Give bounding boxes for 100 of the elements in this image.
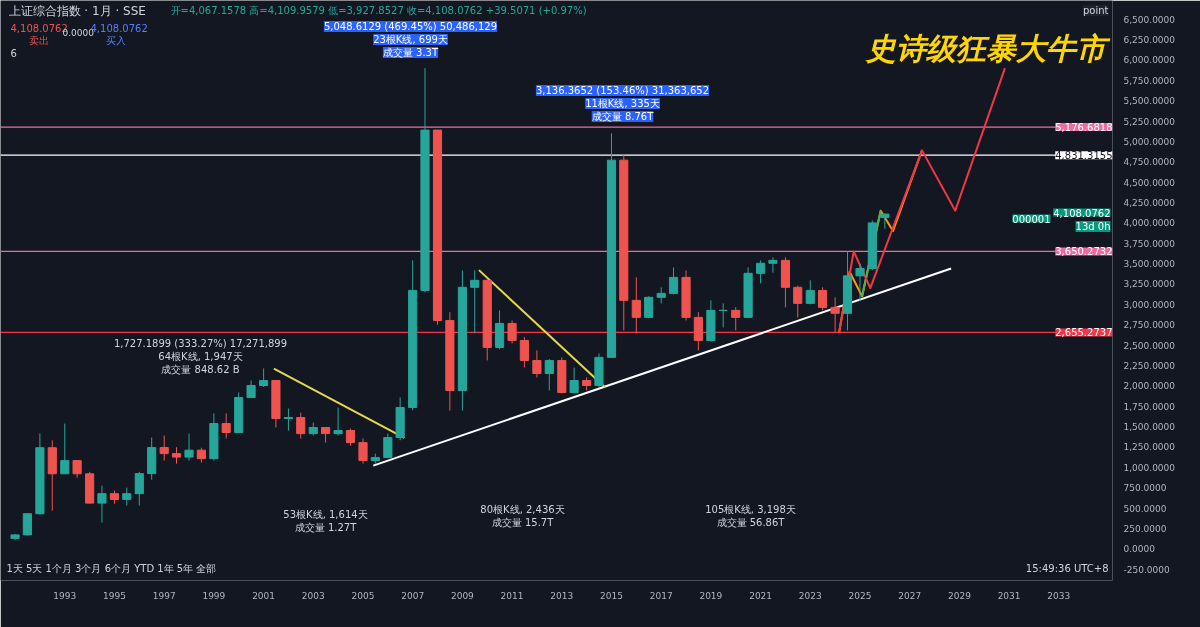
candlestick	[631, 276, 641, 334]
annotation: 6	[10, 47, 17, 59]
annotation: 000001	[1012, 213, 1051, 225]
annotation: 成交量 15.7T	[491, 517, 555, 528]
annotation: 105根K线, 3,198天	[705, 504, 796, 515]
x-tick-label: 2033	[1047, 590, 1071, 601]
x-tick-label: 2023	[798, 590, 822, 601]
annotation: 3,136.3652 (153.46%) 31,363,652	[535, 85, 710, 96]
candlestick	[731, 306, 741, 331]
y-tick-label: 6,500.0000	[1123, 14, 1176, 25]
y-axis-title: point	[1083, 5, 1109, 16]
y-tick-label: -250.0000	[1123, 564, 1170, 575]
y-tick-label: 3,000.0000	[1123, 299, 1176, 310]
x-tick-label: 2019	[699, 590, 723, 601]
x-tick-label: 2013	[550, 590, 574, 601]
candlestick	[532, 349, 542, 378]
candlestick	[756, 259, 766, 284]
annotation: 1,727.1899 (333.27%) 17,271,899	[113, 338, 288, 349]
ref-line-label: 4,831.3155	[1055, 150, 1113, 162]
candlestick	[159, 435, 169, 462]
x-tick-label: 2001	[252, 590, 276, 601]
ref-line-label: 2,655.2737	[1055, 327, 1113, 339]
y-tick-label: 3,250.0000	[1123, 279, 1176, 290]
y-tick-label: 750.0000	[1123, 483, 1167, 494]
x-tick-label: 2005	[351, 590, 375, 601]
ref-line-label: 3,650.2732	[1055, 246, 1113, 258]
x-tick-label: 1995	[103, 590, 126, 601]
candlestick	[668, 266, 679, 296]
x-tick-label: 2027	[898, 590, 922, 601]
annotation: 成交量 56.86T	[716, 517, 786, 528]
candlestick	[221, 413, 231, 440]
candlestick	[855, 263, 865, 302]
x-tick-label: 1999	[202, 590, 226, 601]
annotation: 1天 5天 1个月 3个月 6个月 YTD 1年 5年 全部	[6, 563, 217, 574]
annotation: 15:49:36 UTC+8	[1025, 563, 1109, 574]
y-tick-label: 250.0000	[1123, 523, 1167, 534]
y-tick-label: 4,750.0000	[1123, 157, 1176, 168]
y-tick-label: 4,500.0000	[1123, 177, 1176, 188]
x-tick-label: 2021	[749, 590, 773, 601]
x-tick-label: 2003	[301, 590, 325, 601]
candlestick	[259, 367, 269, 388]
candlestick	[184, 433, 194, 462]
ref-line-label: 5,176.6818	[1055, 122, 1113, 134]
y-tick-label: 5,500.0000	[1123, 96, 1176, 107]
y-tick-label: 2,000.0000	[1123, 381, 1176, 392]
y-tick-label: 1,000.0000	[1123, 462, 1176, 473]
chart-subtitle: 开=4,067.1578 高=4,109.9579 低=3,927.8527 收=4,108.0762 +39.5071 (+0.97%)	[170, 5, 587, 16]
y-tick-label: 2,250.0000	[1123, 360, 1176, 371]
y-tick-label: 6,250.0000	[1123, 35, 1176, 46]
candlestick	[333, 406, 343, 436]
annotation: 23根K线, 699天	[373, 34, 448, 45]
y-tick-label: 6,000.0000	[1123, 55, 1176, 66]
y-tick-label: 1,750.0000	[1123, 401, 1176, 412]
candlestick	[296, 412, 306, 440]
candlestick	[830, 296, 840, 333]
candlestick	[507, 319, 517, 344]
candlestick	[569, 366, 579, 394]
y-tick-label: 4,250.0000	[1123, 198, 1176, 209]
chart-title: 上证综合指数 · 1月 · SSE	[8, 3, 146, 18]
candlestick	[805, 279, 815, 305]
x-tick-label: 2031	[997, 590, 1021, 601]
y-tick-label: 500.0000	[1123, 503, 1167, 514]
y-tick-label: 4,000.0000	[1123, 218, 1176, 229]
annotation: 11根K线, 335天	[585, 98, 660, 109]
x-tick-label: 1997	[152, 590, 176, 601]
candlestick	[519, 336, 529, 368]
candlestick	[22, 513, 32, 537]
annotation: 4,108.0762	[1053, 207, 1111, 219]
y-tick-label: 5,000.0000	[1123, 136, 1176, 147]
candlestick	[60, 423, 70, 475]
candlestick	[134, 471, 144, 507]
y-tick-label: 3,500.0000	[1123, 259, 1176, 270]
y-tick-label: 3,750.0000	[1123, 238, 1176, 249]
candlestick	[768, 256, 778, 274]
candlestick	[544, 358, 554, 392]
y-tick-label: 1,500.0000	[1123, 422, 1176, 433]
candlestick	[470, 269, 480, 334]
candlestick	[122, 487, 132, 507]
x-tick-label: 2011	[500, 590, 524, 601]
annotation: 成交量 3.3T	[382, 47, 439, 58]
y-tick-label: 2,500.0000	[1123, 340, 1176, 351]
annotation: 5,048.6129 (469.45%) 50,486,129	[323, 21, 498, 32]
x-tick-label: 2007	[401, 590, 425, 601]
annotation: 买入	[105, 35, 126, 46]
y-tick-label: 2,750.0000	[1123, 320, 1176, 331]
annotation: 成交量 1.27T	[294, 522, 358, 533]
annotation: 53根K线, 1,614天	[283, 509, 368, 520]
x-tick-label: 2025	[848, 590, 872, 601]
x-tick-label: 2015	[600, 590, 623, 601]
x-tick-label: 1993	[53, 590, 77, 601]
x-tick-label: 2009	[450, 590, 475, 601]
annotation: 卖出	[28, 35, 49, 46]
y-tick-label: 0.0000	[1123, 544, 1156, 555]
annotation: 13d 0h	[1075, 221, 1111, 232]
candlestick	[283, 408, 294, 432]
candlestick	[818, 286, 828, 311]
annotation: 80根K线, 2,436天	[480, 504, 565, 515]
candlestick	[793, 285, 803, 318]
y-tick-label: 5,750.0000	[1123, 75, 1176, 86]
candlestick	[358, 437, 368, 465]
